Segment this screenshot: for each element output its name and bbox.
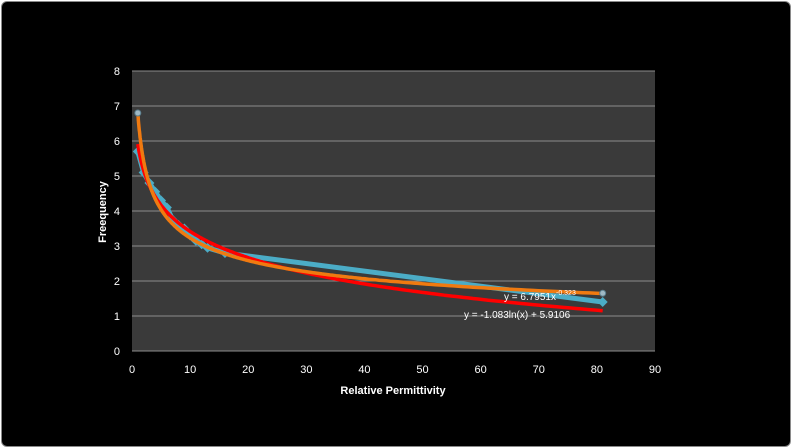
log-trend-equation: y = -1.083ln(x) + 5.9106	[464, 310, 571, 321]
trendlines	[134, 109, 607, 313]
y-tick-label: 3	[114, 241, 120, 253]
y-tick-label: 1	[114, 311, 120, 323]
data-point	[597, 297, 608, 307]
trend-endpoint-marker	[134, 109, 142, 117]
log-trendline	[136, 142, 603, 313]
x-tick-label: 50	[416, 364, 428, 376]
x-axis-title: Relative Permittivity	[340, 385, 446, 397]
y-tick-label: 0	[114, 346, 120, 358]
y-tick-label: 8	[114, 66, 120, 78]
y-tick-label: 7	[114, 101, 120, 113]
y-tick-label: 5	[114, 171, 120, 183]
power-equation-base: y = 6.7951x	[504, 292, 556, 303]
x-tick-label: 10	[184, 364, 196, 376]
x-tick-label: 60	[475, 364, 487, 376]
y-tick-label: 4	[114, 206, 120, 218]
x-tick-label: 90	[649, 364, 661, 376]
x-tick-label: 20	[242, 364, 254, 376]
trend-endpoint-marker	[599, 289, 607, 297]
x-tick-label: 0	[129, 364, 135, 376]
x-tick-label: 80	[591, 364, 603, 376]
power-trendline	[136, 112, 603, 296]
x-tick-label: 40	[358, 364, 370, 376]
x-tick-label: 30	[300, 364, 312, 376]
x-tick-label: 70	[533, 364, 545, 376]
y-tick-label: 6	[114, 136, 120, 148]
y-axis-title: Freequency	[97, 180, 109, 243]
power-equation-exponent: -0.323	[556, 290, 576, 297]
power-trend-equation: y = 6.7951x-0.323	[504, 290, 576, 303]
y-tick-label: 2	[114, 276, 120, 288]
